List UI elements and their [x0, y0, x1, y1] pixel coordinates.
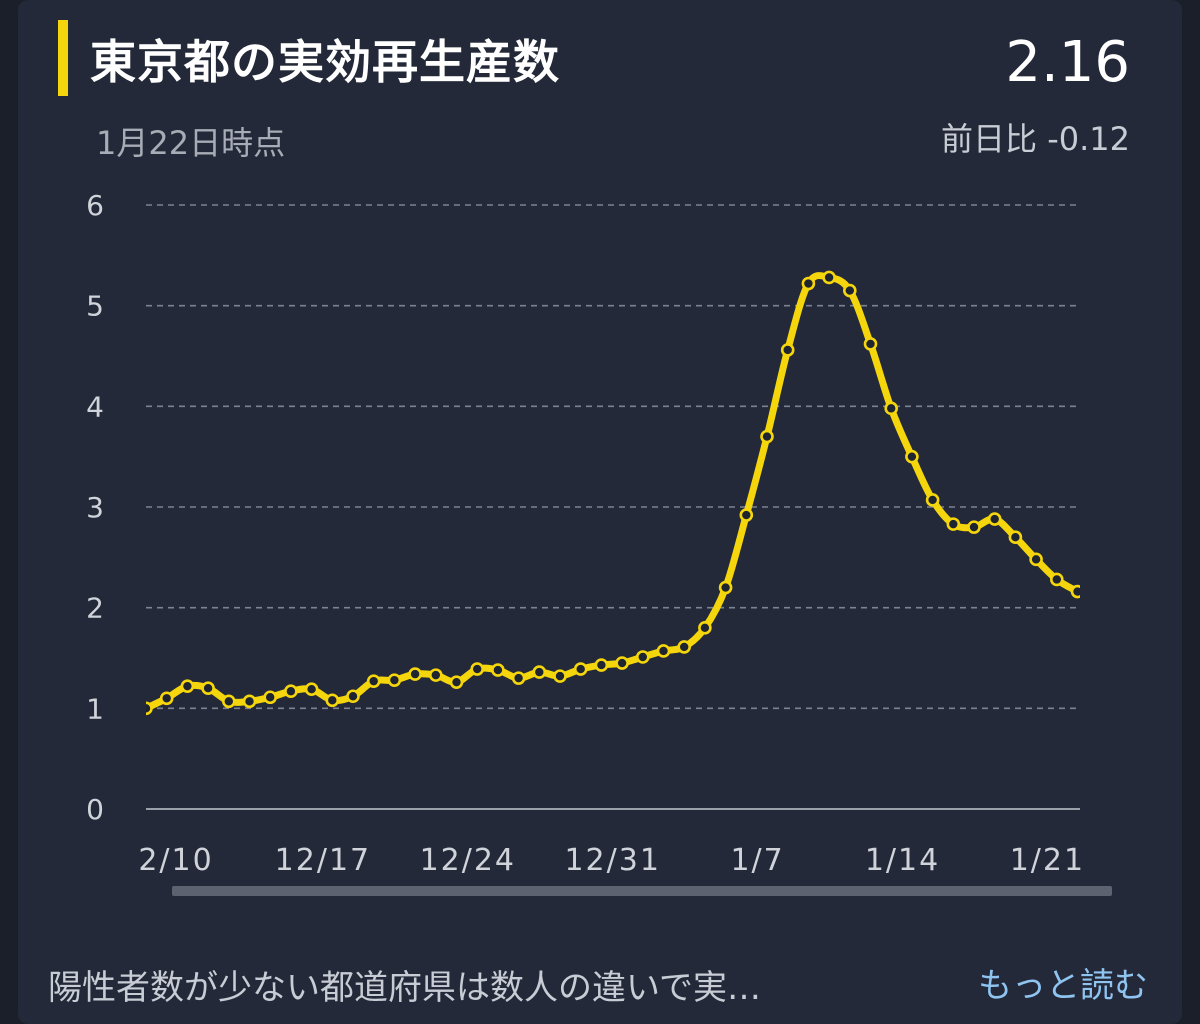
chart-card: 東京都の実効再生産数 2.16 1月22日時点 前日比 -0.12: [18, 0, 1182, 1024]
data-point[interactable]: [387, 673, 402, 687]
y-tick-label: 1: [86, 692, 104, 725]
title-accent-bar: [58, 20, 68, 96]
y-tick-label: 0: [86, 793, 104, 826]
data-point[interactable]: [408, 667, 422, 681]
grid-lines: [146, 204, 1080, 810]
data-point[interactable]: [346, 689, 360, 704]
data-point[interactable]: [842, 283, 857, 298]
data-point[interactable]: [739, 508, 754, 522]
data-point[interactable]: [201, 681, 215, 696]
data-point[interactable]: [987, 512, 1002, 526]
y-tick-label: 6: [86, 189, 104, 222]
chart-title: 東京都の実効再生産数: [90, 35, 560, 89]
data-point[interactable]: [946, 517, 961, 531]
description-text: 陽性者数が少ない都道府県は数人の違いで実…: [48, 968, 761, 1008]
data-point[interactable]: [905, 449, 919, 464]
data-point[interactable]: [760, 429, 774, 444]
data-point[interactable]: [304, 682, 319, 697]
series: [141, 270, 1083, 716]
data-point[interactable]: [532, 665, 547, 679]
y-tick-label: 5: [86, 290, 104, 323]
data-point[interactable]: [141, 701, 153, 716]
data-point[interactable]: [656, 644, 671, 658]
data-point[interactable]: [718, 580, 733, 595]
read-more-link[interactable]: もっと読む: [978, 966, 1148, 1006]
data-point[interactable]: [325, 693, 340, 708]
data-point[interactable]: [428, 668, 443, 682]
x-tick-label: 12/24: [420, 843, 516, 878]
data-point[interactable]: [263, 690, 278, 705]
data-point[interactable]: [470, 662, 485, 676]
data-point[interactable]: [1029, 552, 1043, 567]
data-point[interactable]: [863, 337, 878, 351]
data-point[interactable]: [677, 640, 692, 654]
x-tick-label: 12/17: [275, 843, 371, 878]
data-point[interactable]: [242, 694, 257, 709]
data-point[interactable]: [925, 493, 940, 507]
data-point[interactable]: [491, 663, 505, 677]
data-point[interactable]: [884, 401, 899, 416]
data-point[interactable]: [780, 343, 795, 357]
data-point[interactable]: [284, 684, 298, 699]
current-value: 2.16: [1005, 30, 1130, 95]
x-tick-label: 1/7: [730, 843, 784, 878]
day-over-day-change: 前日比 -0.12: [941, 120, 1130, 158]
x-tick-label: 1/14: [865, 843, 940, 878]
y-tick-label: 2: [86, 592, 104, 625]
data-point[interactable]: [366, 674, 381, 688]
data-point[interactable]: [1050, 572, 1064, 587]
data-point[interactable]: [573, 662, 588, 676]
data-point[interactable]: [511, 671, 526, 685]
horizontal-scrollbar[interactable]: [172, 886, 1112, 896]
x-axis-ticks: 2/10 12/17 12/24 12/31 1/7 1/14 1/21: [138, 843, 1085, 878]
data-point[interactable]: [967, 520, 981, 534]
data-point[interactable]: [635, 650, 650, 664]
data-point[interactable]: [822, 270, 836, 285]
data-point[interactable]: [1070, 584, 1083, 599]
series-line: [146, 272, 1080, 712]
data-point[interactable]: [615, 656, 629, 670]
as-of-date: 1月22日時点: [96, 124, 286, 162]
data-point[interactable]: [1008, 530, 1023, 545]
x-tick-label: 2/10: [138, 843, 213, 878]
data-point[interactable]: [449, 675, 464, 689]
x-tick-label: 1/21: [1010, 843, 1085, 878]
y-axis-ticks: 0 1 2 3 4 5 6: [86, 189, 104, 826]
data-point[interactable]: [180, 679, 195, 693]
data-point[interactable]: [594, 658, 609, 672]
data-point[interactable]: [222, 694, 236, 709]
y-tick-label: 4: [86, 390, 104, 423]
data-point[interactable]: [698, 620, 712, 635]
data-point[interactable]: [801, 276, 816, 291]
data-point[interactable]: [159, 691, 174, 706]
x-tick-label: 12/31: [564, 843, 660, 878]
data-point[interactable]: [553, 669, 567, 683]
y-tick-label: 3: [86, 491, 104, 524]
